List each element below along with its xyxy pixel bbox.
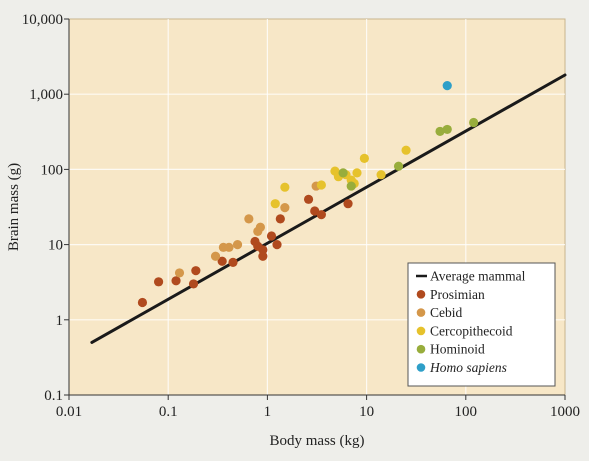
cebid-point xyxy=(255,222,265,232)
cebid-point xyxy=(174,268,185,278)
hominoid-point xyxy=(469,117,479,128)
legend-swatch-cercopithecoid xyxy=(416,326,426,336)
cercopithecoid-point xyxy=(376,170,386,180)
cercopithecoid-point xyxy=(280,182,290,192)
legend-swatch-homo-sapiens xyxy=(416,363,426,372)
legend-label-average-mammal: Average mammal xyxy=(430,269,526,284)
y-tick-label: 10,000 xyxy=(22,12,63,28)
cebid-point xyxy=(280,203,290,213)
y-axis-title: Brain mass (g) xyxy=(6,163,22,251)
x-tick-label: 1000 xyxy=(550,404,580,420)
hominoid-point xyxy=(338,168,348,178)
legend-label-cercopithecoid: Cercopithecoid xyxy=(430,323,513,338)
cercopithecoid-point xyxy=(359,153,369,164)
prosimian-point xyxy=(258,251,268,261)
hominoid-point xyxy=(393,161,404,171)
x-tick-label: 1 xyxy=(264,404,272,420)
prosimian-point xyxy=(228,257,238,267)
prosimian-point xyxy=(275,214,285,224)
prosimian-point xyxy=(258,245,268,255)
hominoid-point xyxy=(435,126,445,137)
cercopithecoid-point xyxy=(401,145,411,155)
y-tick-label: 1 xyxy=(56,313,64,329)
x-tick-label: 10 xyxy=(359,404,374,420)
legend-swatch-prosimian xyxy=(416,290,426,299)
cercopithecoid-point xyxy=(352,168,362,178)
prosimian-point xyxy=(303,194,314,204)
legend-swatch-cebid xyxy=(416,308,426,317)
cebid-point xyxy=(232,240,243,250)
x-tick-label: 100 xyxy=(455,404,478,420)
prosimian-point xyxy=(316,210,326,220)
x-tick-label: 0.01 xyxy=(56,404,82,420)
legend-swatch-hominoid xyxy=(416,344,426,354)
prosimian-point xyxy=(266,231,277,241)
legend-label-homo-sapiens: Homo sapiens xyxy=(429,360,507,375)
legend-box xyxy=(407,262,556,387)
cebid-point xyxy=(210,251,221,261)
cercopithecoid-point xyxy=(316,180,326,190)
legend-label-hominoid: Hominoid xyxy=(430,342,485,357)
prosimian-point xyxy=(217,256,227,266)
hominoid-point xyxy=(442,124,452,135)
legend-label-cebid: Cebid xyxy=(430,305,462,320)
y-tick-label: 0.1 xyxy=(44,388,63,404)
prosimian-point xyxy=(137,297,148,308)
cebid-point xyxy=(244,214,254,224)
x-axis-title: Body mass (kg) xyxy=(270,433,365,449)
x-tick-label: 0.1 xyxy=(159,404,178,420)
grid xyxy=(69,19,565,395)
legend: Average mammal Prosimian Cebid Cercopitheco… xyxy=(407,262,556,387)
trend-layer xyxy=(90,73,567,344)
prosimian-point xyxy=(153,277,164,287)
y-tick-label: 1,000 xyxy=(29,87,63,103)
cebid-point xyxy=(224,242,234,252)
prosimian-point xyxy=(171,276,181,286)
prosimian-point xyxy=(188,279,199,289)
y-tick-label: 100 xyxy=(41,162,64,178)
prosimian-point xyxy=(191,266,201,276)
legend-label-prosimian: Prosimian xyxy=(430,287,485,302)
prosimian-point xyxy=(272,240,282,250)
average-mammal-line xyxy=(90,73,567,344)
prosimian-point xyxy=(343,199,353,209)
cercopithecoid-point xyxy=(270,199,280,209)
y-tick-label: 10 xyxy=(48,238,63,254)
homo-sapiens-point xyxy=(442,81,452,91)
hominoid-point xyxy=(346,181,356,191)
points-layer xyxy=(137,81,479,308)
